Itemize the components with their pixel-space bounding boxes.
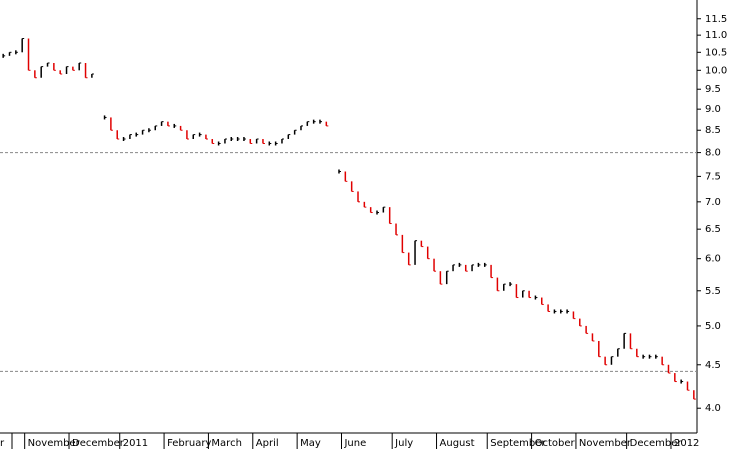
y-tick-label: 7.5 xyxy=(705,171,721,182)
x-tick-label: August xyxy=(440,438,475,449)
y-tick-label: 6.5 xyxy=(705,224,721,235)
x-tick-label: December xyxy=(72,438,125,449)
x-tick-label: October xyxy=(535,438,576,449)
x-tick-label: November xyxy=(28,438,81,449)
x-tick-label: April xyxy=(256,438,279,449)
x-tick-label: May xyxy=(300,438,321,449)
x-tick-label: November xyxy=(579,438,632,449)
y-tick-label: 5.5 xyxy=(705,286,721,297)
y-tick-label: 6.0 xyxy=(705,254,721,265)
y-tick-label: 9.5 xyxy=(705,84,721,95)
y-tick-label: 8.5 xyxy=(705,125,721,136)
y-tick-label: 8.0 xyxy=(705,148,721,159)
y-tick-label: 9.0 xyxy=(705,104,721,115)
y-tick-label: 11.5 xyxy=(705,14,727,25)
y-tick-label: 4.5 xyxy=(705,360,721,371)
y-tick-label: 5.0 xyxy=(705,321,721,332)
y-tick-label: 4.0 xyxy=(705,403,721,414)
y-tick-label: 10.5 xyxy=(705,47,727,58)
x-tick-label: r xyxy=(0,438,5,449)
x-tick-label: December xyxy=(630,438,683,449)
y-tick-label: 10.0 xyxy=(705,65,727,76)
x-tick-label: July xyxy=(394,438,413,449)
x-tick-label: 2012 xyxy=(674,438,699,449)
y-tick-label: 11.0 xyxy=(705,30,727,41)
y-tick-label: 7.0 xyxy=(705,197,721,208)
x-tick-label: March xyxy=(211,438,241,449)
x-tick-label: 2011 xyxy=(123,438,148,449)
x-tick-label: June xyxy=(343,438,366,449)
x-tick-label: September xyxy=(490,438,546,449)
x-tick-label: February xyxy=(167,438,211,449)
